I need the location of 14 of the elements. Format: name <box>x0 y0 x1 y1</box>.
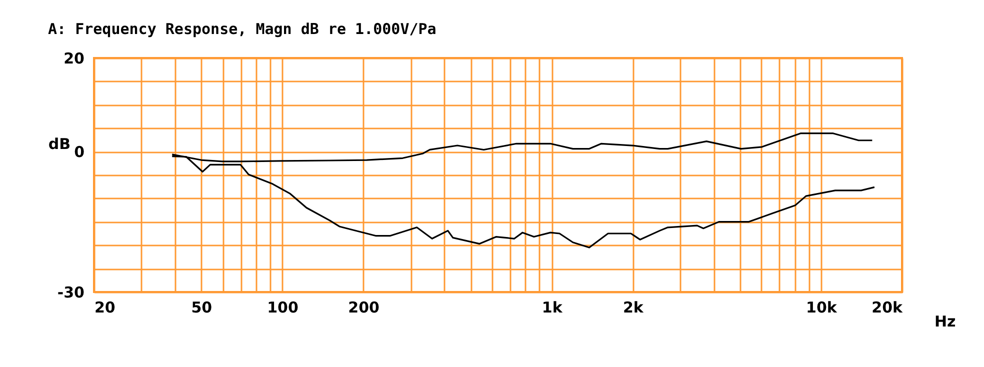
x-tick-label: 200 <box>348 298 380 316</box>
y-tick-label: 20 <box>64 50 84 68</box>
x-tick-label: 1k <box>542 298 564 316</box>
y-tick-label: 0 <box>74 143 84 162</box>
x-axis-title: Hz <box>934 312 956 330</box>
y-tick-label: -30 <box>57 284 84 302</box>
y-axis-title: dB <box>48 135 70 154</box>
x-tick-label: 20 <box>94 298 116 316</box>
x-tick-label: 2k <box>622 298 644 316</box>
x-tick-label: 100 <box>267 298 298 316</box>
chart-title: A: Frequency Response, Magn dB re 1.000V/Pa <box>48 20 436 38</box>
x-tick-label: 10k <box>806 298 838 316</box>
x-tick-label: 50 <box>191 298 212 316</box>
x-tick-label: 20k <box>872 298 904 316</box>
